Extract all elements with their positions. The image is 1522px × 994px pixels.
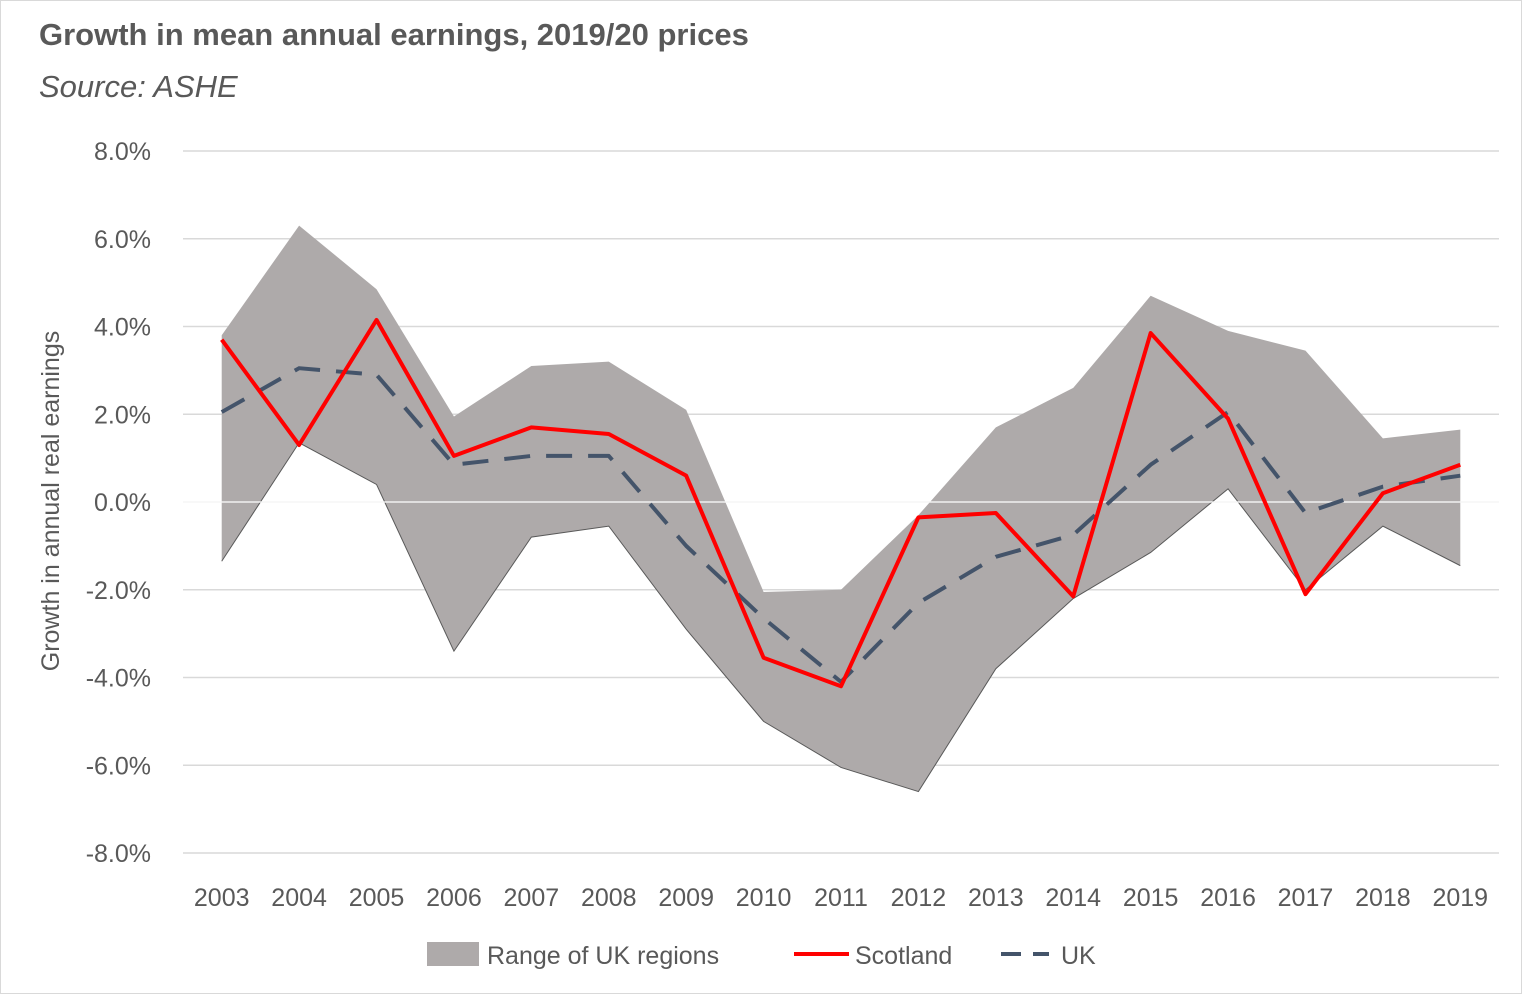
range-band <box>221 225 1461 792</box>
x-tick-label: 2013 <box>968 884 1024 912</box>
legend-label-scotland: Scotland <box>855 942 952 970</box>
x-tick-label: 2007 <box>504 884 560 912</box>
legend-item-uk: UK <box>1001 942 1096 970</box>
y-tick-label: -6.0% <box>86 752 151 780</box>
legend-label-uk: UK <box>1061 942 1096 970</box>
series-line-scotland <box>220 317 1461 689</box>
x-tick-label: 2006 <box>426 884 482 912</box>
x-tick-label: 2019 <box>1432 884 1488 912</box>
x-tick-label: 2009 <box>658 884 714 912</box>
x-tick-label: 2005 <box>349 884 405 912</box>
chart-title: Growth in mean annual earnings, 2019/20 … <box>39 17 749 52</box>
y-tick-label: -8.0% <box>86 840 151 868</box>
y-tick-label: 8.0% <box>94 138 151 166</box>
legend-swatch-range <box>427 942 479 966</box>
y-tick-label: -4.0% <box>86 665 151 693</box>
x-tick-label: 2012 <box>891 884 947 912</box>
y-tick-label: -2.0% <box>86 577 151 605</box>
y-tick-label: 0.0% <box>94 489 151 517</box>
y-tick-label: 2.0% <box>94 401 151 429</box>
x-tick-label: 2018 <box>1355 884 1411 912</box>
y-axis-title: Growth in annual real earnings <box>37 331 65 671</box>
x-tick-label: 2016 <box>1200 884 1256 912</box>
x-tick-label: 2008 <box>581 884 637 912</box>
series-lines <box>220 317 1461 689</box>
legend: Range of UK regions Scotland UK <box>427 942 1096 970</box>
x-tick-label: 2011 <box>814 884 868 912</box>
range-area <box>183 225 1499 793</box>
x-axis-ticks: 2003 2004 2005 2006 2007 2008 2009 2010 2011 2012… <box>194 884 1488 912</box>
range-min-edge <box>221 442 1461 793</box>
chart-subtitle: Source: ASHE <box>39 69 238 104</box>
legend-label-range: Range of UK regions <box>487 942 719 970</box>
x-tick-label: 2017 <box>1278 884 1334 912</box>
x-tick-label: 2014 <box>1045 884 1101 912</box>
legend-item-scotland: Scotland <box>794 942 952 970</box>
x-tick-label: 2010 <box>736 884 792 912</box>
x-tick-label: 2003 <box>194 884 250 912</box>
x-tick-label: 2015 <box>1123 884 1179 912</box>
legend-item-range: Range of UK regions <box>427 942 719 970</box>
y-tick-label: 4.0% <box>94 314 151 342</box>
y-tick-label: 6.0% <box>94 226 151 254</box>
y-axis-ticks: 8.0% 6.0% 4.0% 2.0% 0.0% -2.0% -4.0% -6.0% -8.0% <box>86 138 151 868</box>
x-tick-label: 2004 <box>271 884 327 912</box>
